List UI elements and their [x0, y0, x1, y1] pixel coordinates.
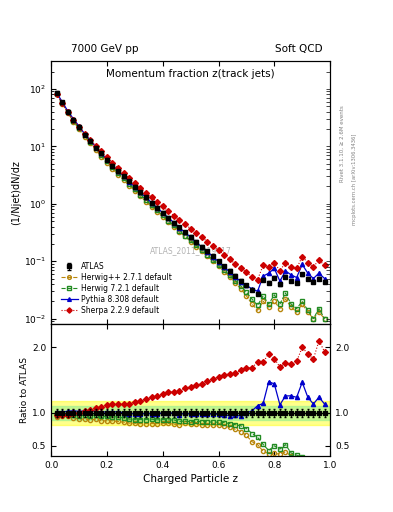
Text: Momentum fraction z(track jets): Momentum fraction z(track jets)	[106, 69, 275, 79]
Text: 7000 GeV pp: 7000 GeV pp	[71, 44, 138, 54]
Text: ATLAS_2011_I919017: ATLAS_2011_I919017	[150, 246, 231, 255]
Text: mcplots.cern.ch [arXiv:1306.3436]: mcplots.cern.ch [arXiv:1306.3436]	[352, 134, 357, 225]
Text: Rivet 3.1.10, ≥ 2.6M events: Rivet 3.1.10, ≥ 2.6M events	[340, 105, 345, 182]
Y-axis label: (1/Njet)dN/dz: (1/Njet)dN/dz	[11, 160, 21, 225]
Legend: ATLAS, Herwig++ 2.7.1 default, Herwig 7.2.1 default, Pythia 8.308 default, Sherp: ATLAS, Herwig++ 2.7.1 default, Herwig 7.…	[58, 259, 174, 318]
X-axis label: Charged Particle z: Charged Particle z	[143, 474, 238, 484]
Y-axis label: Ratio to ATLAS: Ratio to ATLAS	[20, 357, 29, 423]
Text: Soft QCD: Soft QCD	[275, 44, 322, 54]
Bar	[51, 407, 330, 419]
Bar	[51, 401, 330, 425]
